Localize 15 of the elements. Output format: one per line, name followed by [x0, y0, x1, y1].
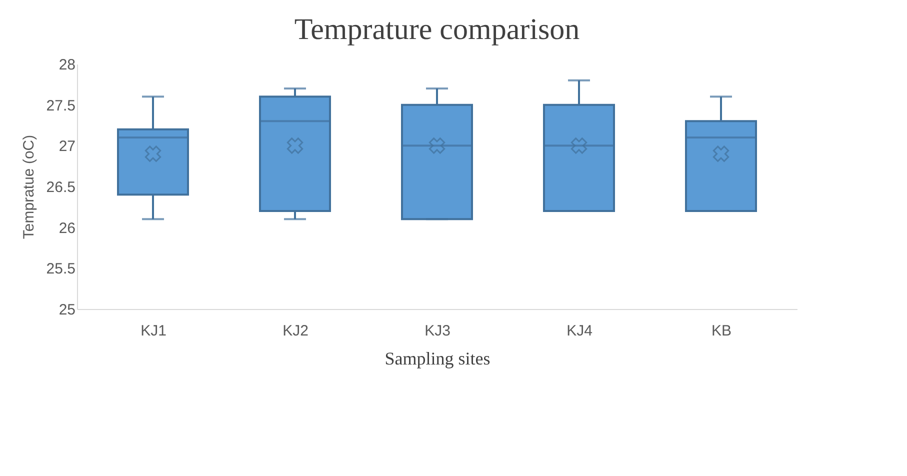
y-tick-label: 26.5 [46, 179, 76, 196]
chart-title: Temprature comparison [294, 13, 580, 46]
x-tick-label: KJ1 [140, 322, 166, 340]
x-tick-label: KJ4 [566, 322, 592, 340]
x-tick-label: KJ2 [282, 322, 308, 340]
x-tick-label: KJ3 [424, 322, 450, 340]
y-tick-label: 25.5 [46, 260, 76, 278]
y-tick-label: 27.5 [46, 97, 76, 114]
x-tick-label: KB [711, 322, 732, 340]
x-axis-title: Sampling sites [384, 348, 490, 368]
y-tick-label: 28 [58, 56, 76, 74]
y-tick-label: 27 [58, 138, 76, 156]
y-tick-label: 25 [58, 302, 76, 318]
y-axis-title: Tempratue (oC) [20, 134, 38, 240]
y-tick-label: 26 [58, 220, 76, 237]
